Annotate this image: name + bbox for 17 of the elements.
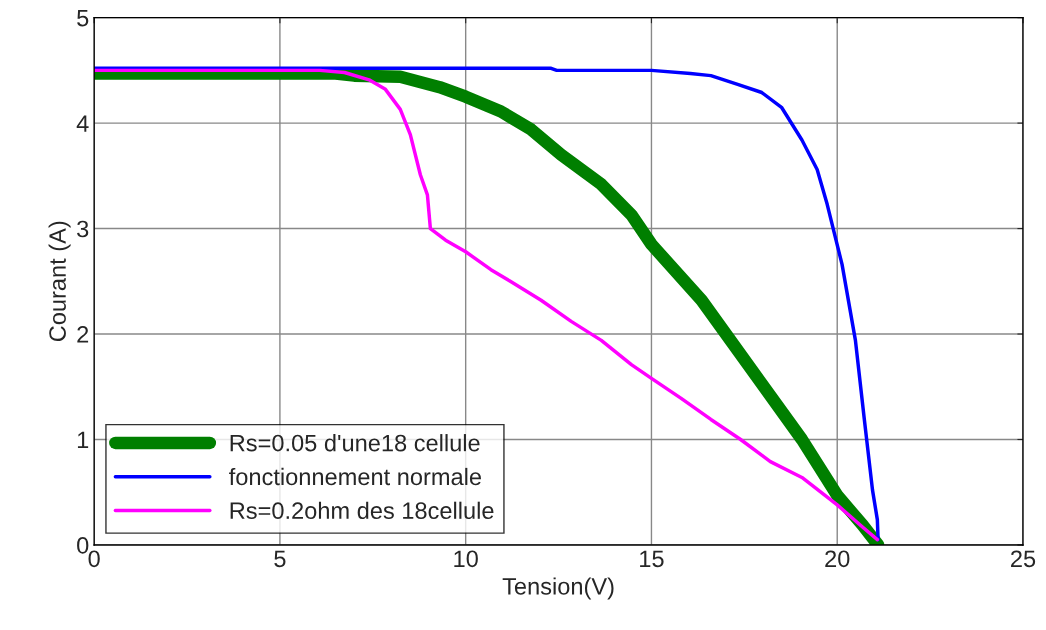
y-axis-title: Courant (A) [48,221,71,342]
x-tick-label: 0 [88,550,100,568]
legend-label: Rs=0.05 d'une18 cellule [230,434,480,452]
y-tick-label: 0 [77,537,89,554]
x-tick-label: 5 [274,550,286,568]
y-tick-label: 3 [77,220,89,238]
x-tick-label: 25 [1011,550,1036,568]
y-tick-label: 2 [77,326,89,343]
x-tick-label: 15 [640,550,664,568]
y-tick-label: 5 [77,9,89,27]
x-tick-label: 10 [454,550,478,568]
y-tick-label: 1 [77,431,89,449]
legend-label: Rs=0.2ohm des 18cellule [230,501,494,520]
legend-label: fonctionnement normale [229,467,481,486]
y-tick-label: 4 [76,115,89,132]
x-axis-title: Tension(V) [502,577,614,600]
x-tick-label: 20 [825,550,850,568]
